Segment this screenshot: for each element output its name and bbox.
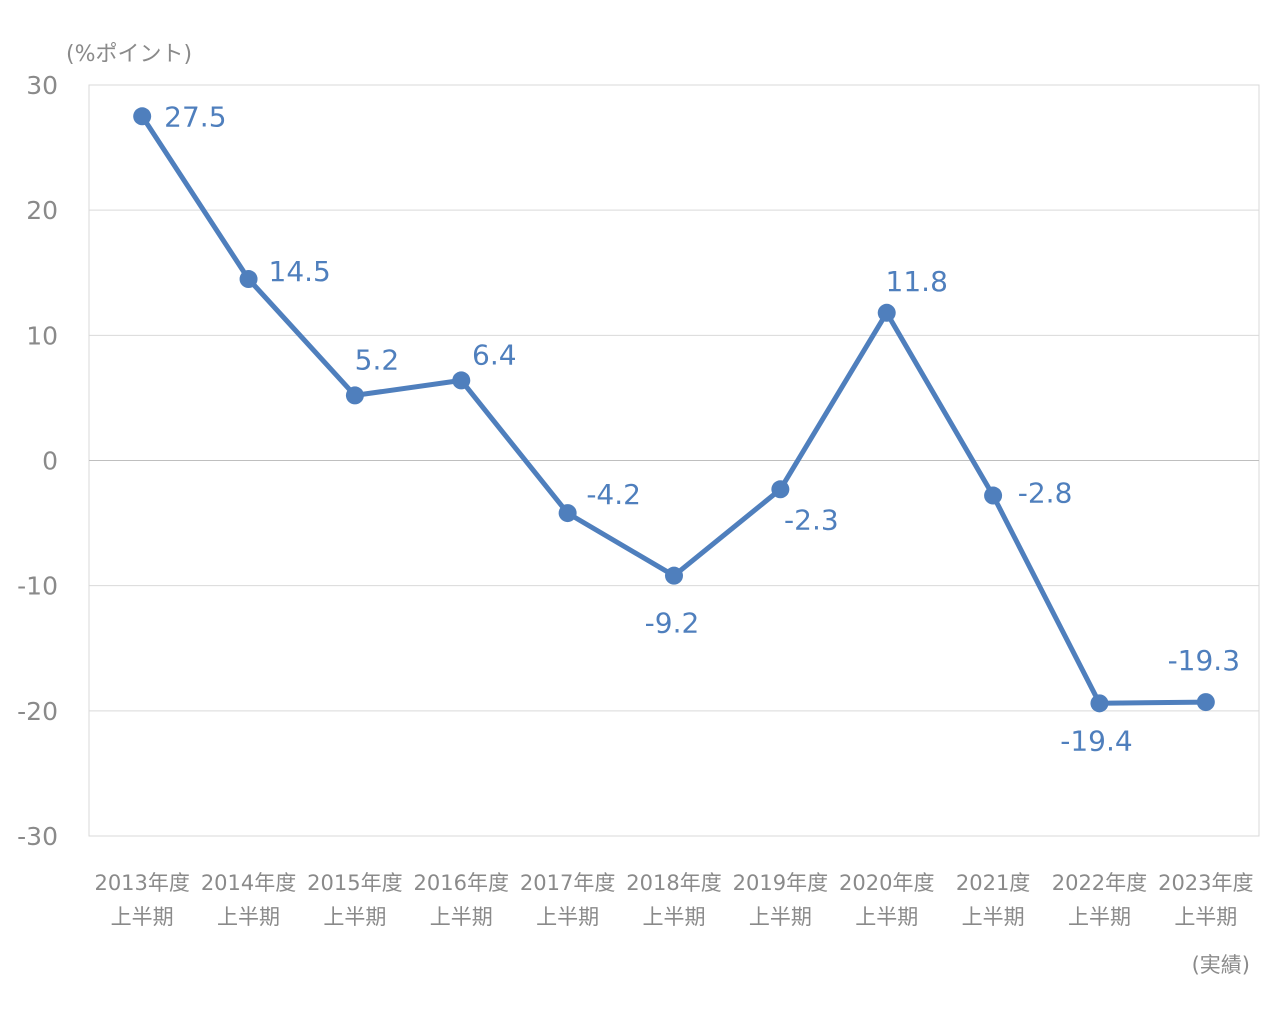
data-label: 6.4	[472, 338, 517, 371]
x-tick-label: 上半期	[323, 905, 386, 929]
y-tick-label: 20	[26, 196, 58, 225]
data-point	[984, 486, 1003, 505]
x-tick-label: 2023年度	[1158, 871, 1253, 895]
y-tick-label: 10	[26, 321, 58, 350]
y-tick-label: -10	[17, 572, 58, 601]
x-tick-label: 2019年度	[733, 871, 828, 895]
x-tick-label: 上半期	[643, 905, 706, 929]
x-tick-label: 2018年度	[626, 871, 721, 895]
y-tick-label: 0	[42, 447, 58, 476]
x-tick-label: 2014年度	[201, 871, 296, 895]
x-tick-label: 2016年度	[414, 871, 509, 895]
data-label: 27.5	[164, 100, 226, 133]
x-tick-label: 上半期	[749, 905, 812, 929]
data-point	[345, 386, 364, 405]
data-label: -9.2	[645, 607, 700, 640]
data-label: 5.2	[355, 343, 400, 376]
actual-note: (実績)	[1192, 953, 1250, 977]
data-point	[665, 566, 683, 585]
data-point	[877, 303, 896, 322]
gridlines	[88, 84, 1260, 837]
data-label: -2.8	[1018, 477, 1073, 510]
x-tick-label: 上半期	[855, 905, 918, 929]
x-tick-label: 上半期	[962, 905, 1025, 929]
x-tick-label: 上半期	[217, 905, 280, 929]
x-tick-label: 上半期	[1068, 905, 1131, 929]
data-point	[452, 371, 471, 390]
data-point	[1196, 693, 1215, 712]
x-tick-label: 上半期	[430, 905, 493, 929]
data-point	[239, 270, 258, 289]
data-label: -2.3	[784, 503, 839, 536]
x-tick-label: 2017年度	[520, 871, 615, 895]
x-tick-label: 2022年度	[1052, 871, 1147, 895]
data-label: -19.4	[1060, 724, 1132, 757]
y-axis-unit-label: (%ポイント)	[66, 42, 192, 67]
y-tick-label: -20	[17, 697, 58, 726]
x-tick-label: 上半期	[111, 905, 174, 929]
y-tick-label: 30	[26, 71, 58, 100]
data-label: 11.8	[886, 265, 948, 298]
data-label: 14.5	[269, 255, 331, 288]
data-point	[133, 107, 152, 126]
data-label: -4.2	[586, 478, 641, 511]
x-tick-label: 2015年度	[307, 871, 402, 895]
data-point	[558, 504, 577, 523]
x-tick-label: 2020年度	[839, 871, 934, 895]
x-tick-label: 上半期	[1174, 905, 1237, 929]
x-tick-label: 上半期	[536, 905, 599, 929]
data-point	[771, 480, 790, 499]
x-tick-label: 2013年度	[94, 871, 189, 895]
data-label: -19.3	[1168, 644, 1240, 677]
y-tick-label: -30	[17, 822, 58, 851]
data-point	[1090, 694, 1109, 713]
x-tick-label: 2021度	[956, 871, 1030, 895]
